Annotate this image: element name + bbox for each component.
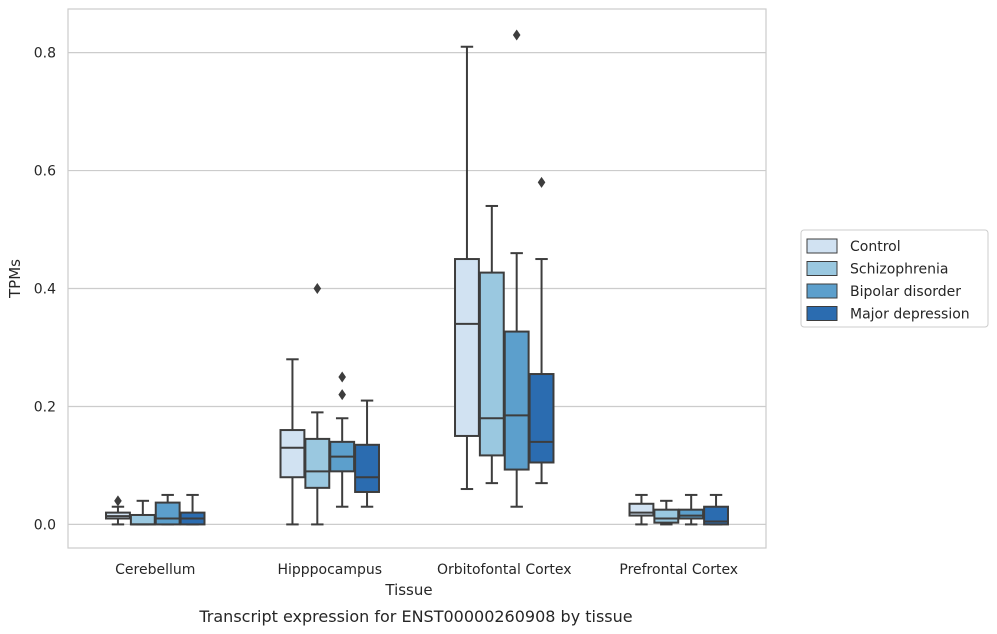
box-body [503, 330, 530, 471]
box-body [678, 508, 705, 520]
legend-label: Control [850, 239, 901, 255]
x-tick-label: Hipppocampus [277, 562, 382, 578]
y-tick-label: 0.6 [34, 164, 56, 180]
box-bipolar-disorder [329, 371, 356, 508]
box-major-depression [703, 493, 729, 526]
box-schizophrenia [653, 499, 680, 526]
y-axis-label: TPMs [6, 259, 24, 299]
box-body [129, 513, 156, 526]
outlier-point [338, 371, 346, 383]
legend-label: Bipolar disorder [850, 284, 961, 300]
legend-swatch [806, 238, 838, 254]
grid-lines [68, 52, 766, 526]
box-major-depression [354, 399, 380, 508]
box-body [653, 508, 680, 524]
outlier-point [512, 29, 521, 41]
box-body [279, 429, 306, 479]
plot-area-frame [67, 8, 767, 549]
box-body [528, 373, 555, 464]
box-major-depression [528, 176, 555, 485]
y-tick-label: 0.8 [34, 46, 56, 62]
box-major-depression [179, 493, 206, 526]
box-schizophrenia [304, 283, 331, 526]
outlier-point [537, 176, 546, 188]
outlier-point [114, 495, 122, 507]
box-control [105, 495, 131, 526]
box-schizophrenia [129, 499, 156, 526]
box-control [279, 358, 306, 526]
y-tick-label: 0.2 [34, 399, 56, 415]
x-tick-label: Cerebellum [115, 562, 195, 578]
box-schizophrenia [478, 204, 505, 485]
boxes [105, 29, 729, 526]
box-body [628, 502, 655, 517]
legend-swatch [806, 283, 838, 299]
box-bipolar-disorder [503, 29, 530, 508]
box-body [454, 258, 480, 437]
legend-swatch [806, 261, 838, 276]
legend-frame [800, 229, 989, 328]
box-body [354, 443, 380, 493]
box-body [703, 505, 729, 526]
box-control [628, 493, 655, 526]
legend: Control Schizophrenia Bipolar disorder Majo… [800, 229, 989, 328]
legend-swatch [806, 306, 838, 321]
y-tick-label: 0.4 [34, 282, 56, 298]
box-bipolar-disorder [678, 493, 705, 526]
outlier-point [313, 283, 322, 295]
figure-caption: Transcript expression for ENST0000026090… [198, 607, 632, 626]
x-axis-label: Tissue [384, 581, 432, 599]
box-body [478, 271, 505, 457]
legend-label: Major depression [850, 307, 970, 323]
y-tick-label: 0.0 [34, 517, 56, 533]
x-tick-label: Prefrontal Cortex [619, 562, 738, 578]
x-tick-labels: Cerebellum Hipppocampus Orbitofontal Corte… [115, 562, 738, 578]
box-body [154, 501, 181, 526]
y-tick-labels: 0.0 0.2 0.4 0.6 0.8 [34, 46, 56, 534]
box-bipolar-disorder [154, 493, 181, 526]
box-control [454, 45, 480, 491]
box-body [304, 437, 331, 489]
x-tick-label: Orbitofontal Cortex [437, 562, 572, 578]
legend-label: Schizophrenia [850, 262, 948, 278]
outlier-point [338, 389, 346, 401]
